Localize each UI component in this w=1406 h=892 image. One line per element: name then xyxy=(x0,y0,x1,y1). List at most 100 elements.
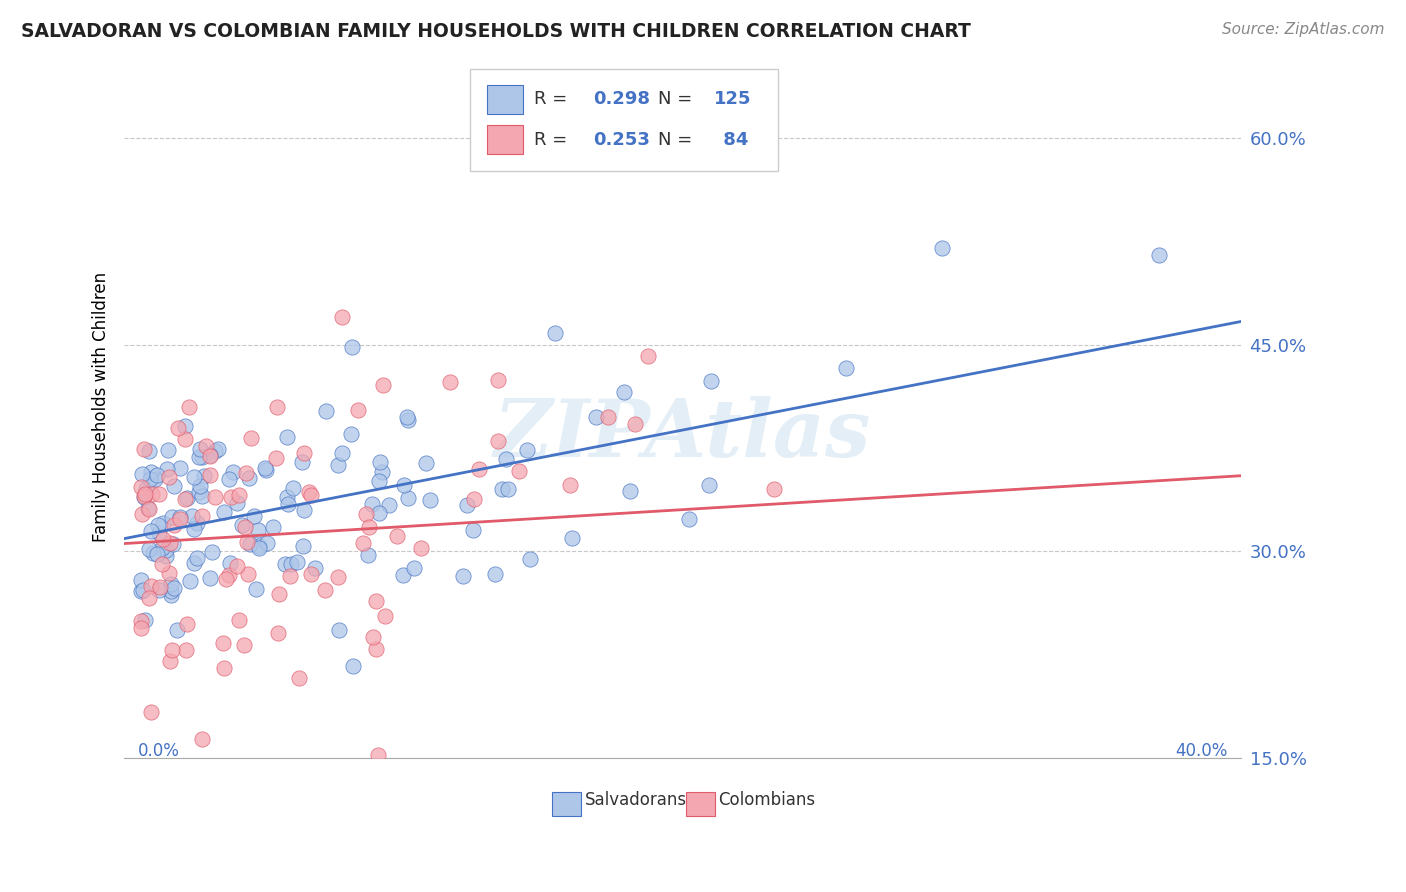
Point xyxy=(486,434,509,449)
Text: 0.253: 0.253 xyxy=(593,130,650,148)
Point xyxy=(346,402,368,417)
Point xyxy=(134,613,156,627)
Point xyxy=(697,478,720,492)
Point xyxy=(159,654,181,668)
Point xyxy=(396,491,419,505)
Point xyxy=(342,659,364,673)
Point xyxy=(298,484,321,499)
Point xyxy=(183,522,205,536)
Point xyxy=(249,540,271,554)
Point xyxy=(212,636,235,650)
Point xyxy=(368,455,391,469)
Text: Colombians: Colombians xyxy=(718,791,815,809)
Point xyxy=(340,340,363,354)
Point xyxy=(352,535,374,549)
Point xyxy=(138,591,160,605)
Point xyxy=(463,491,485,506)
Point xyxy=(415,456,437,470)
Point xyxy=(484,567,506,582)
Point xyxy=(166,624,188,638)
Point xyxy=(486,372,509,386)
Point xyxy=(157,566,180,581)
Point xyxy=(160,583,183,598)
Point xyxy=(198,449,221,463)
Point xyxy=(176,616,198,631)
Point xyxy=(176,491,198,505)
Point xyxy=(292,445,315,459)
Point xyxy=(131,467,153,481)
Point xyxy=(157,443,180,458)
Point xyxy=(516,442,538,457)
Point xyxy=(160,509,183,524)
Point xyxy=(174,643,197,657)
Point xyxy=(419,493,441,508)
FancyBboxPatch shape xyxy=(553,792,581,816)
Point xyxy=(177,401,200,415)
Point xyxy=(508,464,530,478)
Point xyxy=(254,463,277,477)
Point xyxy=(174,433,197,447)
Point xyxy=(159,589,181,603)
Point xyxy=(356,508,378,522)
Point xyxy=(463,523,485,537)
Point xyxy=(262,520,284,534)
Point xyxy=(340,427,363,442)
Point xyxy=(236,535,259,549)
Point xyxy=(235,466,257,480)
Point xyxy=(146,517,169,532)
Point xyxy=(835,361,858,376)
Point xyxy=(246,524,269,538)
Point xyxy=(142,546,165,560)
Point xyxy=(134,442,156,456)
Point xyxy=(219,491,242,505)
Point xyxy=(678,512,700,526)
Point xyxy=(198,448,221,462)
Point xyxy=(204,444,226,458)
Point xyxy=(160,642,183,657)
Point xyxy=(169,511,191,525)
Point xyxy=(264,451,287,466)
Point xyxy=(152,516,174,530)
Point xyxy=(146,468,169,483)
Point xyxy=(357,520,380,534)
Text: N =: N = xyxy=(658,130,699,148)
Point xyxy=(218,568,240,582)
Point xyxy=(245,582,267,597)
Point xyxy=(596,410,619,425)
Point xyxy=(200,571,222,585)
Point xyxy=(163,517,186,532)
Text: R =: R = xyxy=(534,130,574,148)
Point xyxy=(713,841,735,855)
Point xyxy=(368,474,391,488)
Point xyxy=(195,439,218,453)
Point xyxy=(134,487,156,501)
Point xyxy=(236,567,259,582)
Point xyxy=(762,482,785,496)
Point xyxy=(201,544,224,558)
Point xyxy=(132,489,155,503)
Point xyxy=(139,465,162,479)
Point xyxy=(291,455,314,469)
Point xyxy=(138,444,160,458)
Point xyxy=(215,572,238,586)
Point xyxy=(330,445,353,459)
Point xyxy=(288,671,311,685)
FancyBboxPatch shape xyxy=(488,85,523,114)
Point xyxy=(183,470,205,484)
Point xyxy=(396,413,419,427)
Point xyxy=(190,442,212,457)
Y-axis label: Family Households with Children: Family Households with Children xyxy=(93,272,110,541)
Point xyxy=(392,477,415,491)
Point xyxy=(141,579,163,593)
Text: 0.298: 0.298 xyxy=(593,90,651,109)
Point xyxy=(273,557,295,571)
Point xyxy=(160,577,183,591)
Point xyxy=(391,567,413,582)
Point xyxy=(292,539,315,553)
Point xyxy=(212,504,235,518)
Point xyxy=(136,501,159,516)
Text: 125: 125 xyxy=(714,90,751,109)
Point xyxy=(326,570,349,584)
Point xyxy=(145,547,167,561)
Text: R =: R = xyxy=(534,90,574,109)
